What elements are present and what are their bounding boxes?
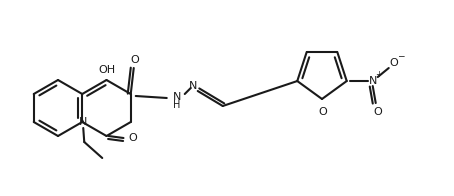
Text: +: + (375, 70, 382, 79)
Text: O: O (319, 107, 327, 117)
Text: H: H (173, 100, 180, 110)
Text: OH: OH (98, 65, 115, 75)
Text: N: N (369, 76, 377, 86)
Text: N: N (188, 81, 197, 91)
Text: −: − (397, 52, 405, 61)
Text: O: O (130, 55, 139, 65)
Text: N: N (79, 117, 88, 127)
Text: O: O (373, 107, 382, 117)
Text: O: O (128, 133, 137, 143)
Text: O: O (390, 58, 398, 68)
Text: N: N (173, 92, 181, 102)
